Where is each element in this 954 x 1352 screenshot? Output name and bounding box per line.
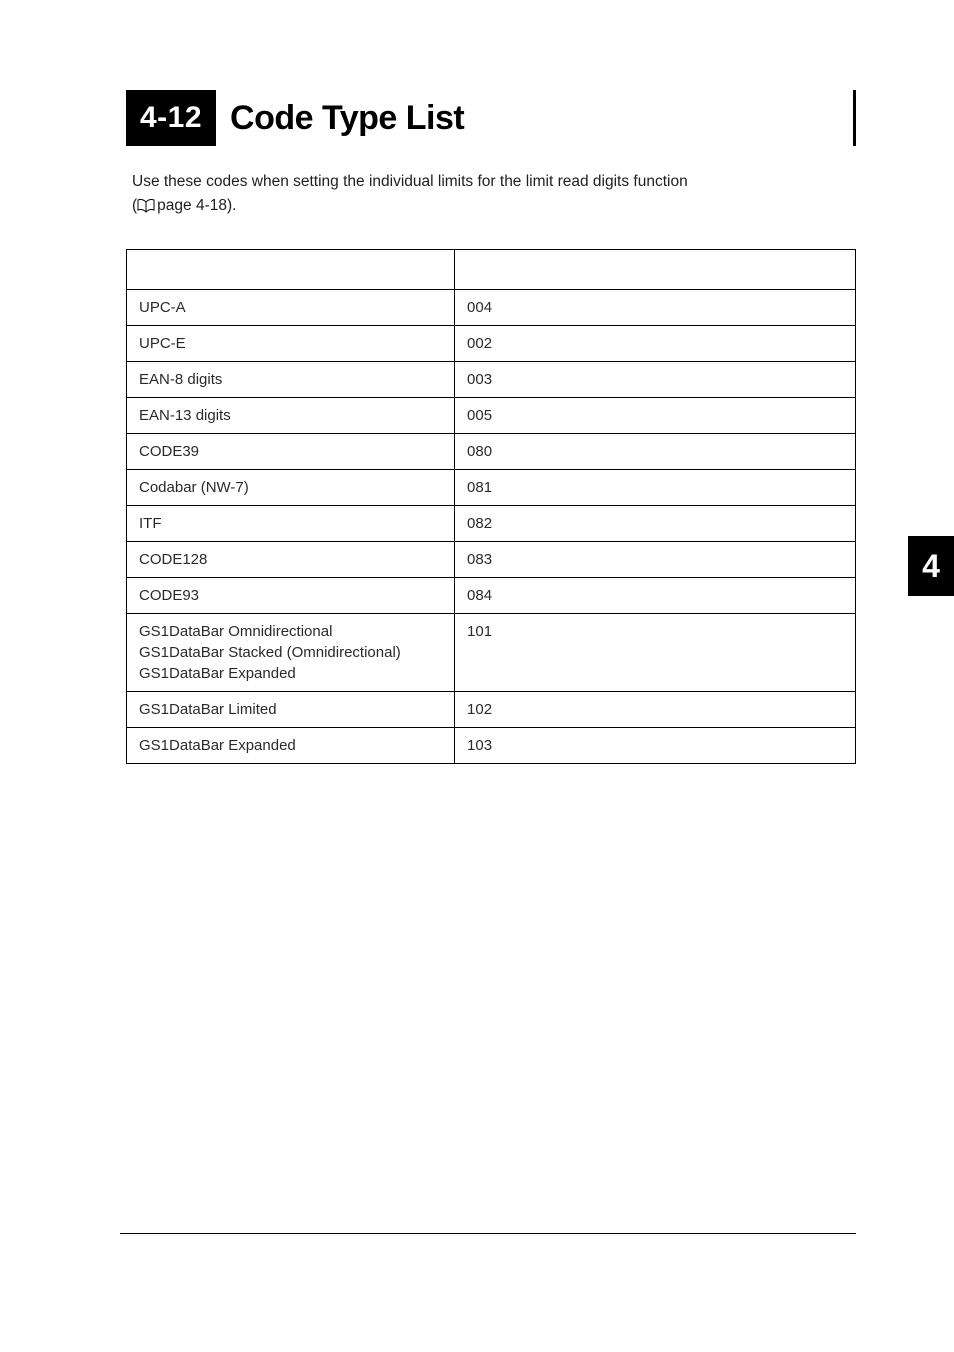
code-name-cell: Codabar (NW-7) xyxy=(127,470,455,506)
table-row: GS1DataBar OmnidirectionalGS1DataBar Sta… xyxy=(127,614,856,692)
code-value-cell: 084 xyxy=(455,578,856,614)
code-type-table: UPC-A004UPC-E002EAN-8 digits003EAN-13 di… xyxy=(126,249,856,764)
section-title: Code Type List xyxy=(216,90,482,146)
table-row: UPC-A004 xyxy=(127,290,856,326)
intro-line1: Use these codes when setting the individ… xyxy=(132,173,688,190)
table-row: Codabar (NW-7)081 xyxy=(127,470,856,506)
code-name-cell: ITF xyxy=(127,506,455,542)
code-name-cell: UPC-E xyxy=(127,326,455,362)
code-name-cell: GS1DataBar OmnidirectionalGS1DataBar Sta… xyxy=(127,614,455,692)
code-name-line: GS1DataBar Expanded xyxy=(139,663,442,684)
code-name-cell: UPC-A xyxy=(127,290,455,326)
table-row: EAN-8 digits003 xyxy=(127,362,856,398)
code-name-cell: CODE39 xyxy=(127,434,455,470)
code-name-line: GS1DataBar Stacked (Omnidirectional) xyxy=(139,642,442,663)
chapter-tab-label: 4 xyxy=(922,548,940,585)
code-name-line: GS1DataBar Omnidirectional xyxy=(139,621,442,642)
code-name-cell: CODE93 xyxy=(127,578,455,614)
code-value-cell: 082 xyxy=(455,506,856,542)
footer-rule xyxy=(120,1233,856,1234)
table-row: GS1DataBar Expanded103 xyxy=(127,728,856,764)
code-value-cell: 081 xyxy=(455,470,856,506)
code-name-cell: EAN-13 digits xyxy=(127,398,455,434)
table-row: UPC-E002 xyxy=(127,326,856,362)
table-row: CODE39080 xyxy=(127,434,856,470)
code-value-cell: 005 xyxy=(455,398,856,434)
table-row: ITF082 xyxy=(127,506,856,542)
table-row: GS1DataBar Limited102 xyxy=(127,692,856,728)
code-value-cell: 003 xyxy=(455,362,856,398)
code-name-cell: CODE128 xyxy=(127,542,455,578)
table-row: CODE128083 xyxy=(127,542,856,578)
code-name-cell: EAN-8 digits xyxy=(127,362,455,398)
section-number: 4-12 xyxy=(126,90,216,146)
book-icon xyxy=(137,197,155,221)
code-value-cell: 002 xyxy=(455,326,856,362)
code-value-cell: 103 xyxy=(455,728,856,764)
section-heading: 4-12 Code Type List xyxy=(126,90,856,146)
table-row: CODE93084 xyxy=(127,578,856,614)
intro-paragraph: Use these codes when setting the individ… xyxy=(126,170,856,221)
code-value-cell: 102 xyxy=(455,692,856,728)
code-name-cell: GS1DataBar Limited xyxy=(127,692,455,728)
code-value-cell: 004 xyxy=(455,290,856,326)
code-value-cell: 080 xyxy=(455,434,856,470)
code-value-cell: 101 xyxy=(455,614,856,692)
chapter-tab: 4 xyxy=(908,536,954,596)
table-header-name xyxy=(127,250,455,290)
table-header-row xyxy=(127,250,856,290)
intro-page-ref: page 4-18). xyxy=(157,197,236,214)
table-row: EAN-13 digits005 xyxy=(127,398,856,434)
code-value-cell: 083 xyxy=(455,542,856,578)
table-header-code xyxy=(455,250,856,290)
code-name-cell: GS1DataBar Expanded xyxy=(127,728,455,764)
